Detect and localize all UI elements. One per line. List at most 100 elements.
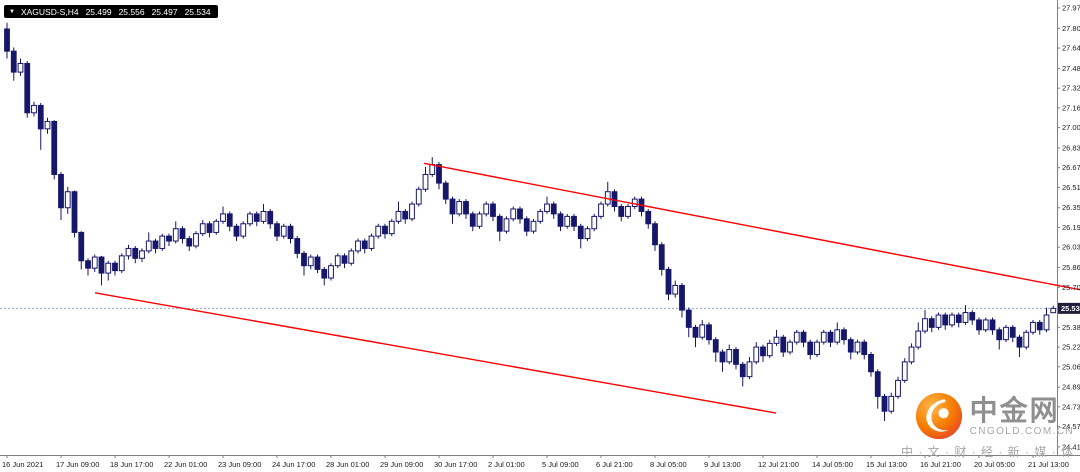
candle-body	[517, 208, 523, 220]
candle-body	[159, 235, 166, 249]
candle-body	[24, 62, 31, 114]
candle-body	[10, 50, 17, 73]
candle-body	[523, 218, 530, 232]
ohlc-high-value: 25.556	[118, 6, 145, 17]
candle-body	[321, 268, 328, 279]
candle-body	[760, 346, 766, 357]
candle-body	[733, 349, 739, 365]
candle-body	[253, 213, 260, 222]
candle-body	[442, 182, 449, 200]
candle-body	[314, 256, 321, 270]
candle-body	[834, 329, 841, 343]
candle-body	[361, 240, 368, 249]
candle-body	[544, 203, 550, 212]
candle-body	[4, 28, 10, 52]
candle-body	[240, 223, 247, 237]
candle-body	[233, 225, 240, 237]
candle-body	[172, 228, 179, 242]
candle-body	[139, 250, 145, 259]
price-axis-label: 26.190	[1062, 223, 1080, 232]
candle-body	[800, 331, 807, 343]
candle-body	[1003, 326, 1009, 341]
time-axis-label: 9 Jul 13:00	[704, 460, 741, 469]
candle-body	[193, 233, 199, 247]
candle-body	[895, 379, 901, 397]
candle-body	[186, 238, 193, 247]
time-axis-label: 22 Jun 01:00	[164, 460, 207, 469]
candle-body	[78, 231, 85, 262]
price-axis-label: 25.380	[1062, 323, 1080, 332]
candle-body	[260, 210, 267, 222]
candle-body	[64, 191, 71, 209]
current-price-tag	[1058, 302, 1080, 314]
candle-body	[726, 349, 733, 363]
candle-body	[503, 218, 510, 232]
watermark-text-column: 中金网 CNGOLD.COM.CN	[970, 396, 1074, 437]
candle-body	[355, 240, 361, 252]
candle-body	[780, 336, 787, 353]
descending-channel-upper-line[interactable]	[423, 162, 1080, 291]
time-axis-label: 14 Jul 05:00	[812, 460, 853, 469]
candle-body	[1023, 331, 1030, 348]
candle-body	[71, 191, 78, 233]
candle-body	[44, 120, 51, 130]
candle-body	[118, 255, 125, 272]
ohlc-close-value: 25.534	[184, 6, 211, 17]
time-axis-label: 23 Jun 09:00	[218, 460, 261, 469]
candle-body	[847, 339, 854, 353]
price-axis-label: 25.060	[1062, 362, 1080, 371]
candle-body	[132, 247, 139, 259]
candle-body	[719, 351, 726, 363]
candle-body	[348, 250, 355, 264]
candle-body	[949, 314, 955, 326]
price-axis-label: 25.220	[1062, 343, 1080, 352]
time-axis-label: 16 Jun 2021	[2, 460, 43, 469]
candle-body	[436, 164, 442, 184]
price-axis-label: 26.515	[1062, 183, 1080, 192]
candle-body	[247, 213, 253, 225]
candle-body	[382, 225, 388, 235]
candle-body	[598, 203, 604, 217]
candle-body	[98, 256, 105, 274]
candle-body	[105, 262, 112, 274]
candle-body	[510, 208, 517, 220]
candle-body	[125, 247, 132, 257]
candle-body	[631, 198, 638, 208]
candle-body	[429, 164, 436, 175]
price-axis-label: 26.030	[1062, 243, 1080, 252]
time-axis-label: 2 Jul 01:00	[488, 460, 525, 469]
price-axis-label: 27.645	[1062, 44, 1080, 53]
candle-body	[996, 329, 1003, 341]
chart-title-box[interactable]: ▼ XAGUSD-S,H4 25.499 25.556 25.497 25.53…	[4, 5, 218, 18]
descending-channel-lower-line[interactable]	[94, 292, 777, 414]
candle-body	[395, 210, 402, 222]
candle-body	[564, 215, 571, 227]
watermark-top-row: 中金网 CNGOLD.COM.CN	[901, 392, 1074, 440]
ohlc-open-value: 25.499	[85, 6, 112, 17]
candle-body	[1050, 307, 1057, 314]
candle-body	[928, 318, 935, 328]
candle-body	[1016, 336, 1023, 348]
candle-body	[766, 342, 773, 357]
candle-body	[537, 210, 544, 222]
candle-body	[618, 206, 625, 217]
candle-body	[712, 339, 719, 353]
candle-body	[942, 314, 949, 326]
candle-body	[584, 228, 591, 240]
candle-body	[1009, 326, 1016, 338]
candle-body	[679, 284, 685, 311]
candle-body	[274, 223, 280, 237]
candle-body	[496, 215, 503, 232]
candle-body	[672, 284, 679, 295]
candle-body	[483, 203, 490, 215]
candle-body	[645, 210, 652, 225]
price-axis-label: 26.835	[1062, 143, 1080, 152]
time-axis-label: 15 Jul 13:00	[866, 460, 907, 469]
candle-body	[1030, 321, 1036, 333]
candle-body	[787, 341, 793, 353]
candle-body	[58, 173, 64, 209]
candle-body	[699, 324, 706, 338]
quick-trade-arrow-icon[interactable]: ▼	[9, 8, 15, 15]
